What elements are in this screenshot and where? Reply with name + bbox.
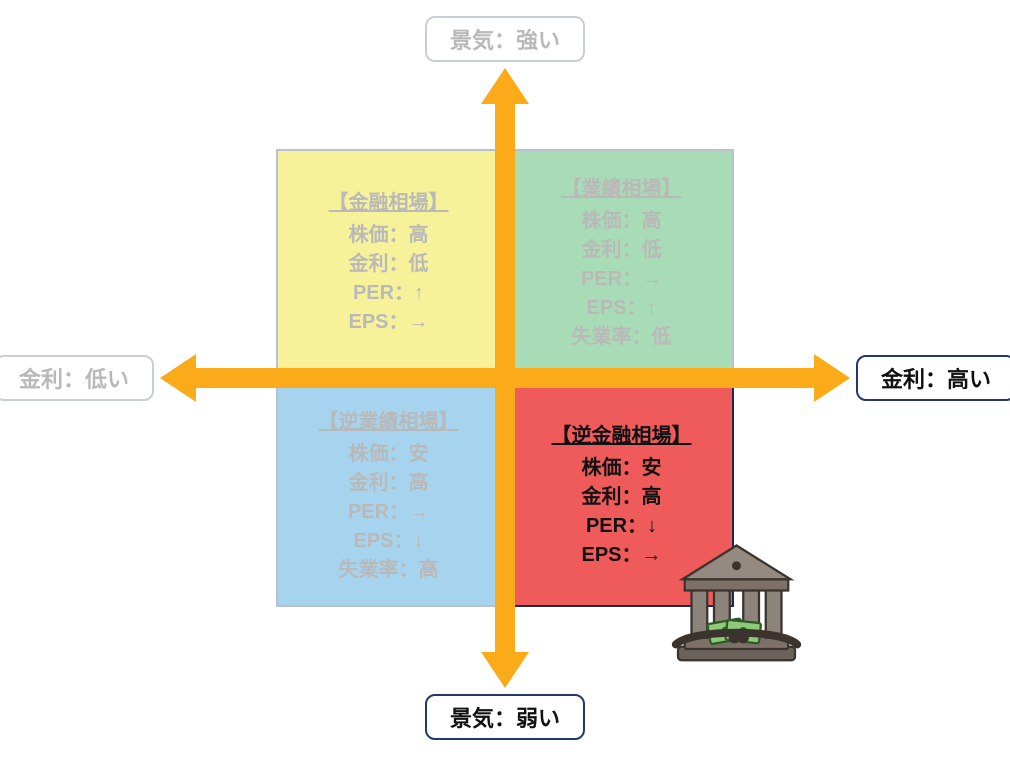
axis-label-bottom: 景気：弱い xyxy=(425,694,585,740)
quadrant-br-line: EPS：→ xyxy=(581,541,661,570)
quadrant-br-line: 株価：安 xyxy=(582,454,662,483)
quadrant-tr-line: 金利：低 xyxy=(582,236,662,265)
quadrant-tr-line: 株価：高 xyxy=(582,207,662,236)
quadrant-tl-line: PER：↑ xyxy=(353,279,424,308)
diagram-stage: 【金融相場】 株価：高 金利：低 PER：↑ EPS：→ 【業績相場】 株価：高… xyxy=(0,0,1010,757)
quadrant-tl-line: EPS：→ xyxy=(348,308,428,337)
quadrant-bottom-left: 【逆業績相場】 株価：安 金利：高 PER：→ EPS：↓ 失業率：高 xyxy=(276,382,501,607)
quadrant-bl-line: PER：→ xyxy=(348,498,429,527)
bank-building-icon xyxy=(669,532,804,667)
arrow-head-left-icon xyxy=(160,354,196,402)
quadrant-tr-line: 失業率：低 xyxy=(572,323,672,352)
quadrant-tr-line: PER：→ xyxy=(581,265,662,294)
axis-label-right: 金利：高い xyxy=(856,355,1010,401)
quadrant-top-right: 【業績相場】 株価：高 金利：低 PER：→ EPS：↑ 失業率：低 xyxy=(509,149,734,374)
axis-label-top: 景気：強い xyxy=(425,16,585,62)
arrow-head-up-icon xyxy=(481,68,529,104)
quadrant-tl-title: 【金融相場】 xyxy=(329,186,449,215)
quadrant-bl-line: 株価：安 xyxy=(349,440,429,469)
quadrant-top-left: 【金融相場】 株価：高 金利：低 PER：↑ EPS：→ xyxy=(276,149,501,374)
vertical-axis-arrow xyxy=(495,104,515,652)
quadrant-bl-line: 金利：高 xyxy=(349,469,429,498)
quadrant-bl-title: 【逆業績相場】 xyxy=(319,405,459,434)
arrow-head-right-icon xyxy=(814,354,850,402)
axis-label-left: 金利：低い xyxy=(0,355,154,401)
quadrant-tl-line: 金利：低 xyxy=(349,250,429,279)
quadrant-tr-line: EPS：↑ xyxy=(586,294,656,323)
quadrant-br-line: PER：↓ xyxy=(586,512,657,541)
arrow-head-down-icon xyxy=(481,652,529,688)
quadrant-bl-line: 失業率：高 xyxy=(339,556,439,585)
quadrant-tr-title: 【業績相場】 xyxy=(562,172,682,201)
quadrant-br-line: 金利：高 xyxy=(582,483,662,512)
quadrant-tl-line: 株価：高 xyxy=(349,221,429,250)
quadrant-bl-line: EPS：↓ xyxy=(353,527,423,556)
quadrant-br-title: 【逆金融相場】 xyxy=(552,419,692,448)
